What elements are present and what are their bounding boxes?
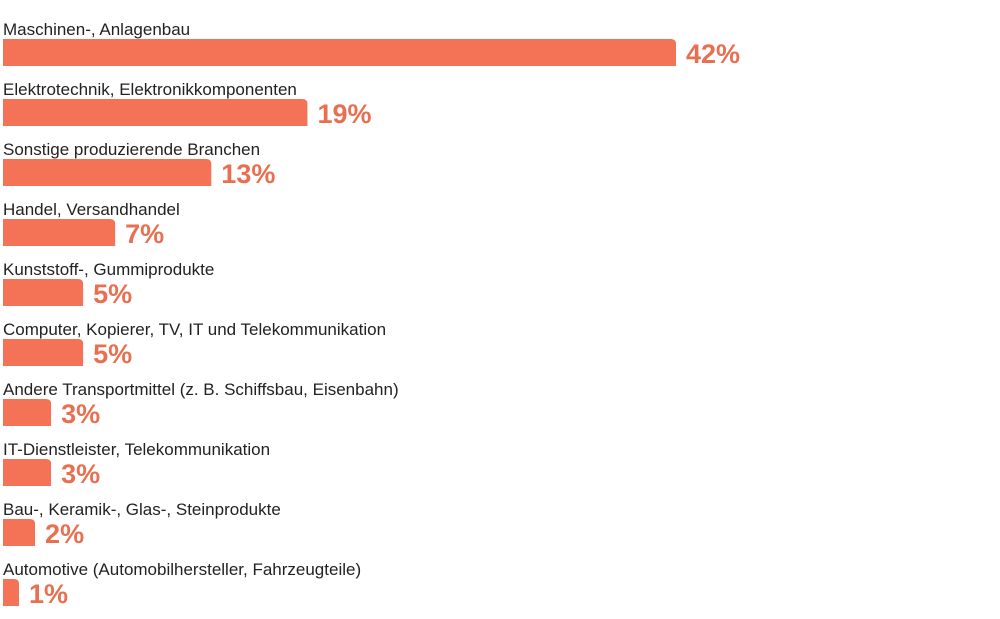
- category-label: Handel, Versandhandel: [3, 200, 180, 219]
- value-label: 19%: [317, 99, 371, 129]
- category-label: Bau-, Keramik-, Glas-, Steinprodukte: [3, 500, 281, 519]
- category-label: Sonstige produzierende Branchen: [3, 140, 260, 159]
- bar-row: Andere Transportmittel (z. B. Schiffsbau…: [3, 380, 399, 429]
- value-label: 42%: [686, 39, 740, 69]
- value-label: 7%: [125, 219, 164, 249]
- category-label: Elektrotechnik, Elektronikkomponenten: [3, 80, 297, 99]
- bar: [3, 99, 308, 126]
- bar: [3, 519, 36, 546]
- value-label: 2%: [45, 519, 84, 549]
- bar: [3, 339, 84, 366]
- bar: [3, 219, 116, 246]
- bar-row: Computer, Kopierer, TV, IT und Telekommu…: [3, 320, 386, 369]
- bar-row: Maschinen-, Anlagenbau 42%: [3, 20, 740, 69]
- category-label: Andere Transportmittel (z. B. Schiffsbau…: [3, 380, 399, 399]
- category-label: IT-Dienstleister, Telekommunikation: [3, 440, 270, 459]
- category-label: Computer, Kopierer, TV, IT und Telekommu…: [3, 320, 386, 339]
- value-label: 13%: [221, 159, 275, 189]
- value-label: 3%: [61, 459, 100, 489]
- bar: [3, 399, 52, 426]
- chart-rows: Maschinen-, Anlagenbau 42% Elektrotechnik,…: [3, 20, 740, 609]
- category-label: Automotive (Automobilhersteller, Fahrzeu…: [3, 560, 361, 579]
- bar: [3, 579, 20, 606]
- value-label: 5%: [93, 279, 132, 309]
- value-label: 1%: [29, 579, 68, 609]
- bar: [3, 39, 676, 66]
- bar: [3, 459, 52, 486]
- category-label: Maschinen-, Anlagenbau: [3, 20, 190, 39]
- category-label: Kunststoff-, Gummiprodukte: [3, 260, 214, 279]
- bar-row: Elektrotechnik, Elektronikkomponenten 19%: [3, 80, 371, 129]
- value-label: 3%: [61, 399, 100, 429]
- value-label: 5%: [93, 339, 132, 369]
- bar-row: Automotive (Automobilhersteller, Fahrzeu…: [3, 560, 361, 609]
- bar: [3, 159, 212, 186]
- bar: [3, 279, 84, 306]
